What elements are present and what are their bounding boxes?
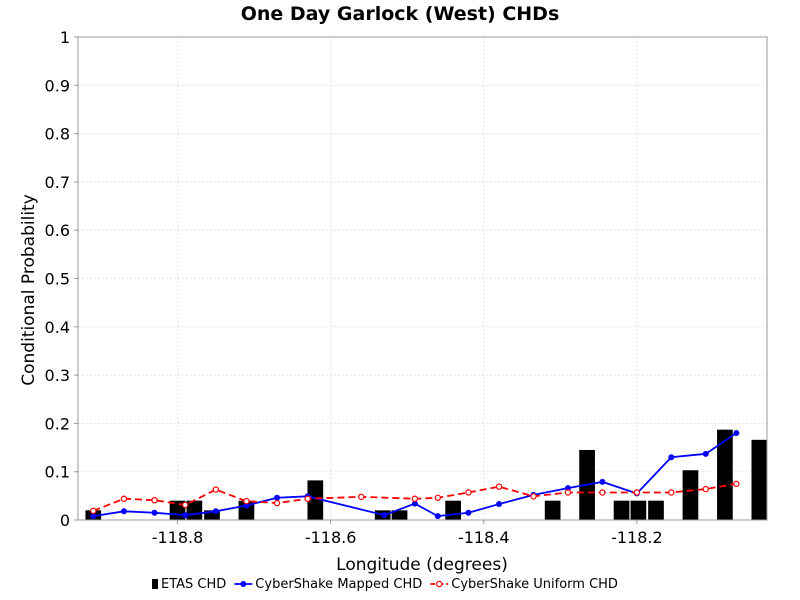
etas-bar <box>630 500 647 520</box>
uniform-chd-point <box>358 493 365 501</box>
x-axis-ticks: -118.8 -118.6 -118.4 -118.2 <box>152 520 663 547</box>
mapped-chd-point <box>182 512 189 519</box>
y-tick-label: 1 <box>60 28 70 47</box>
uniform-chd-point <box>243 497 250 505</box>
mapped-chd-point <box>212 508 219 515</box>
mapped-chd-point <box>599 478 606 485</box>
mapped-chd-point <box>668 454 675 461</box>
mapped-chd-point <box>274 494 281 501</box>
legend-label: CyberShake Uniform CHD <box>451 577 618 592</box>
line-series <box>90 430 740 520</box>
legend-swatch-marker <box>240 581 247 587</box>
x-axis-label: Longitude (degrees) <box>336 555 508 575</box>
y-tick-label: 0.6 <box>45 221 70 240</box>
etas-bar <box>391 510 408 520</box>
uniform-chd-point <box>702 485 709 493</box>
y-tick-label: 0.7 <box>45 173 70 192</box>
etas-bar <box>751 439 768 520</box>
uniform-chd-point <box>465 489 472 496</box>
y-tick-label: 0.9 <box>45 76 70 95</box>
etas-bar <box>544 500 561 520</box>
etas-bar <box>613 500 630 520</box>
legend-label: ETAS CHD <box>161 577 226 592</box>
mapped-chd-point <box>496 501 503 508</box>
chart-title: One Day Garlock (West) CHDs <box>241 3 560 25</box>
uniform-chd-point <box>434 494 442 501</box>
mapped-chd-point <box>702 450 709 457</box>
uniform-chd-point <box>151 496 158 504</box>
y-tick-label: 0.8 <box>45 125 70 144</box>
uniform-chd-point <box>273 499 281 507</box>
mapped-chd-point <box>733 430 740 437</box>
legend-swatch-etas <box>152 579 158 589</box>
y-tick-label: 0.1 <box>45 463 70 482</box>
x-tick-label: -118.6 <box>305 528 357 547</box>
mapped-chd-point <box>151 509 158 516</box>
mapped-chd-point <box>90 513 97 520</box>
uniform-chd-point <box>90 507 97 515</box>
etas-bar <box>204 510 220 520</box>
legend-swatch-marker <box>436 580 443 588</box>
y-tick-label: 0.4 <box>45 318 70 337</box>
legend-label: CyberShake Mapped CHD <box>255 577 422 592</box>
y-tick-label: 0 <box>60 511 70 530</box>
uniform-chd-line <box>92 482 737 512</box>
y-axis-label: Conditional Probability <box>19 194 39 386</box>
mapped-chd-point <box>465 509 472 516</box>
mapped-chd-point <box>411 500 418 507</box>
mapped-chd-line <box>93 432 737 518</box>
uniform-chd-point <box>599 489 606 496</box>
mapped-chd-point <box>120 508 127 515</box>
etas-bar <box>307 480 324 520</box>
uniform-chd-point <box>668 489 675 496</box>
y-tick-label: 0.5 <box>45 270 70 289</box>
y-axis-ticks: 0 0.1 0.2 0.3 0.4 0.5 0.6 0.7 0.8 0.9 1 <box>45 28 78 530</box>
etas-bar <box>186 500 203 520</box>
legend: ETAS CHD CyberShake Mapped CHD CyberShake … <box>152 577 618 592</box>
uniform-chd-point <box>495 483 503 490</box>
uniform-chd-point <box>530 493 537 500</box>
mapped-chd-point <box>564 485 571 492</box>
mapped-chd-point <box>434 513 441 520</box>
uniform-chd-point <box>733 480 740 487</box>
uniform-chd-point <box>633 489 641 496</box>
grid-lines <box>78 36 767 521</box>
y-tick-label: 0.3 <box>45 366 70 385</box>
mapped-chd-point <box>381 512 388 519</box>
uniform-chd-point <box>212 486 219 493</box>
mapped-chd-point <box>243 502 250 509</box>
x-tick-label: -118.8 <box>152 528 204 547</box>
uniform-chd-point <box>411 495 419 502</box>
x-tick-label: -118.4 <box>458 528 510 547</box>
etas-bar <box>445 500 461 520</box>
x-tick-label: -118.2 <box>611 528 663 547</box>
y-tick-label: 0.2 <box>45 414 70 433</box>
etas-bar <box>648 500 664 520</box>
uniform-chd-point <box>304 495 311 502</box>
uniform-chd-point <box>181 501 189 509</box>
etas-bar <box>717 429 733 520</box>
uniform-chd-point <box>564 489 572 496</box>
etas-bar <box>682 470 699 520</box>
uniform-chd-point <box>120 495 128 502</box>
